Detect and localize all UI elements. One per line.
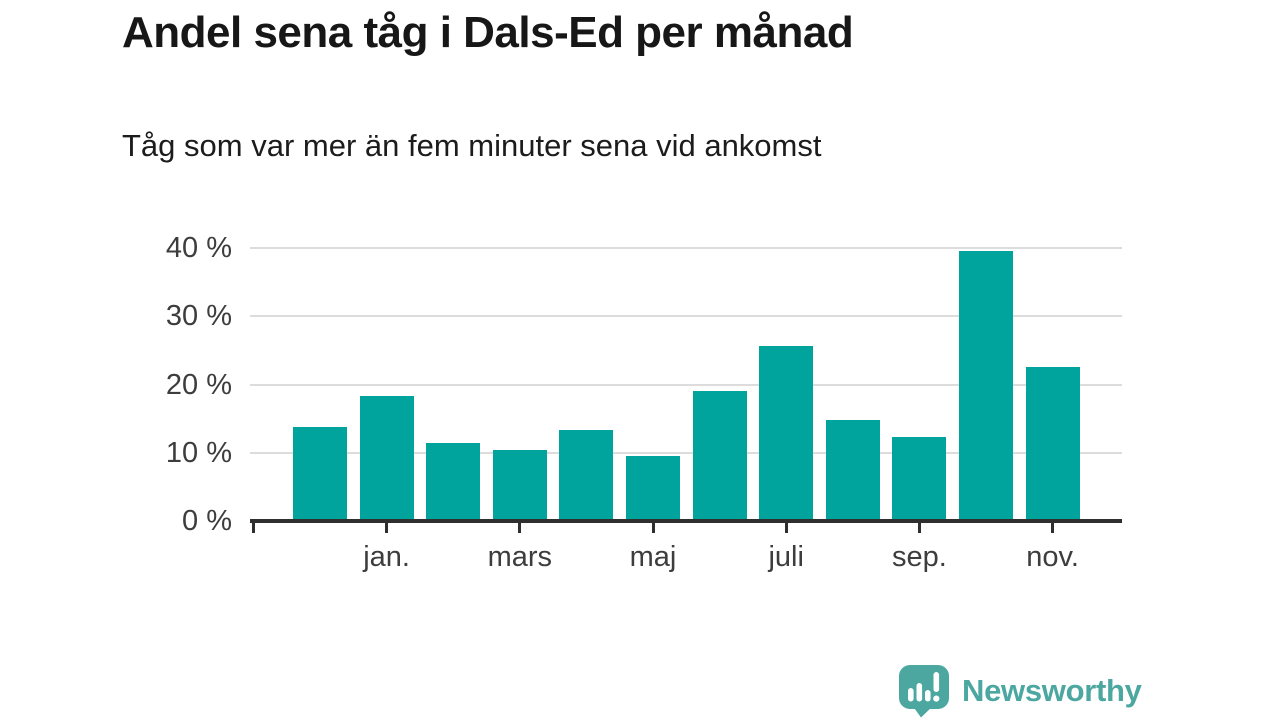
x-axis-tick-mark [1051,523,1055,533]
x-axis-tick-label: jan. [363,541,410,573]
y-axis-tick-label: 40 % [165,232,232,264]
y-axis-tick-label: 0 % [182,505,232,537]
bar-juni [692,391,747,521]
newsworthy-logo-icon [897,663,951,718]
bar-aug [825,419,880,521]
bar-okt [959,251,1013,521]
brand-name: Newsworthy [962,672,1142,708]
bar-sep [892,437,947,521]
x-axis-tick-mark [651,523,655,533]
x-axis-tick-mark [518,523,522,533]
x-axis-tick-mark [917,523,921,533]
x-axis-tick-label: nov. [1026,541,1079,573]
y-axis-tick-label: 30 % [165,300,232,333]
x-axis-tick-label: sep. [891,541,947,573]
x-axis-tick-mark [784,523,788,533]
bar-apr [559,430,614,521]
brand-footer: Newsworthy [897,663,1142,718]
bar-feb [426,443,481,521]
gridline-30 [250,315,1122,318]
x-axis-tick-mark [251,523,255,533]
bar-dec [293,427,347,521]
gridline-10 [250,451,1122,454]
x-axis-tick-label: maj [629,541,677,573]
x-axis-line [250,519,1122,523]
chart-subtitle: Tåg som var mer än fem minuter sena vid … [122,128,822,163]
gridline-20 [250,383,1122,386]
bar-mars [492,450,547,521]
x-axis-tick-label: mars [487,541,553,573]
gridline-40 [250,247,1122,249]
y-axis-tick-label: 20 % [165,368,232,401]
chart-title: Andel sena tåg i Dals-Ed per månad [122,8,854,57]
bar-maj [626,456,680,521]
x-axis-tick-mark [385,523,389,533]
bar-jan [359,396,414,521]
bar-nov [1025,367,1080,521]
y-axis-tick-label: 10 % [165,436,232,469]
x-axis-tick-label: juli [768,541,804,573]
bar-juli [759,345,814,521]
